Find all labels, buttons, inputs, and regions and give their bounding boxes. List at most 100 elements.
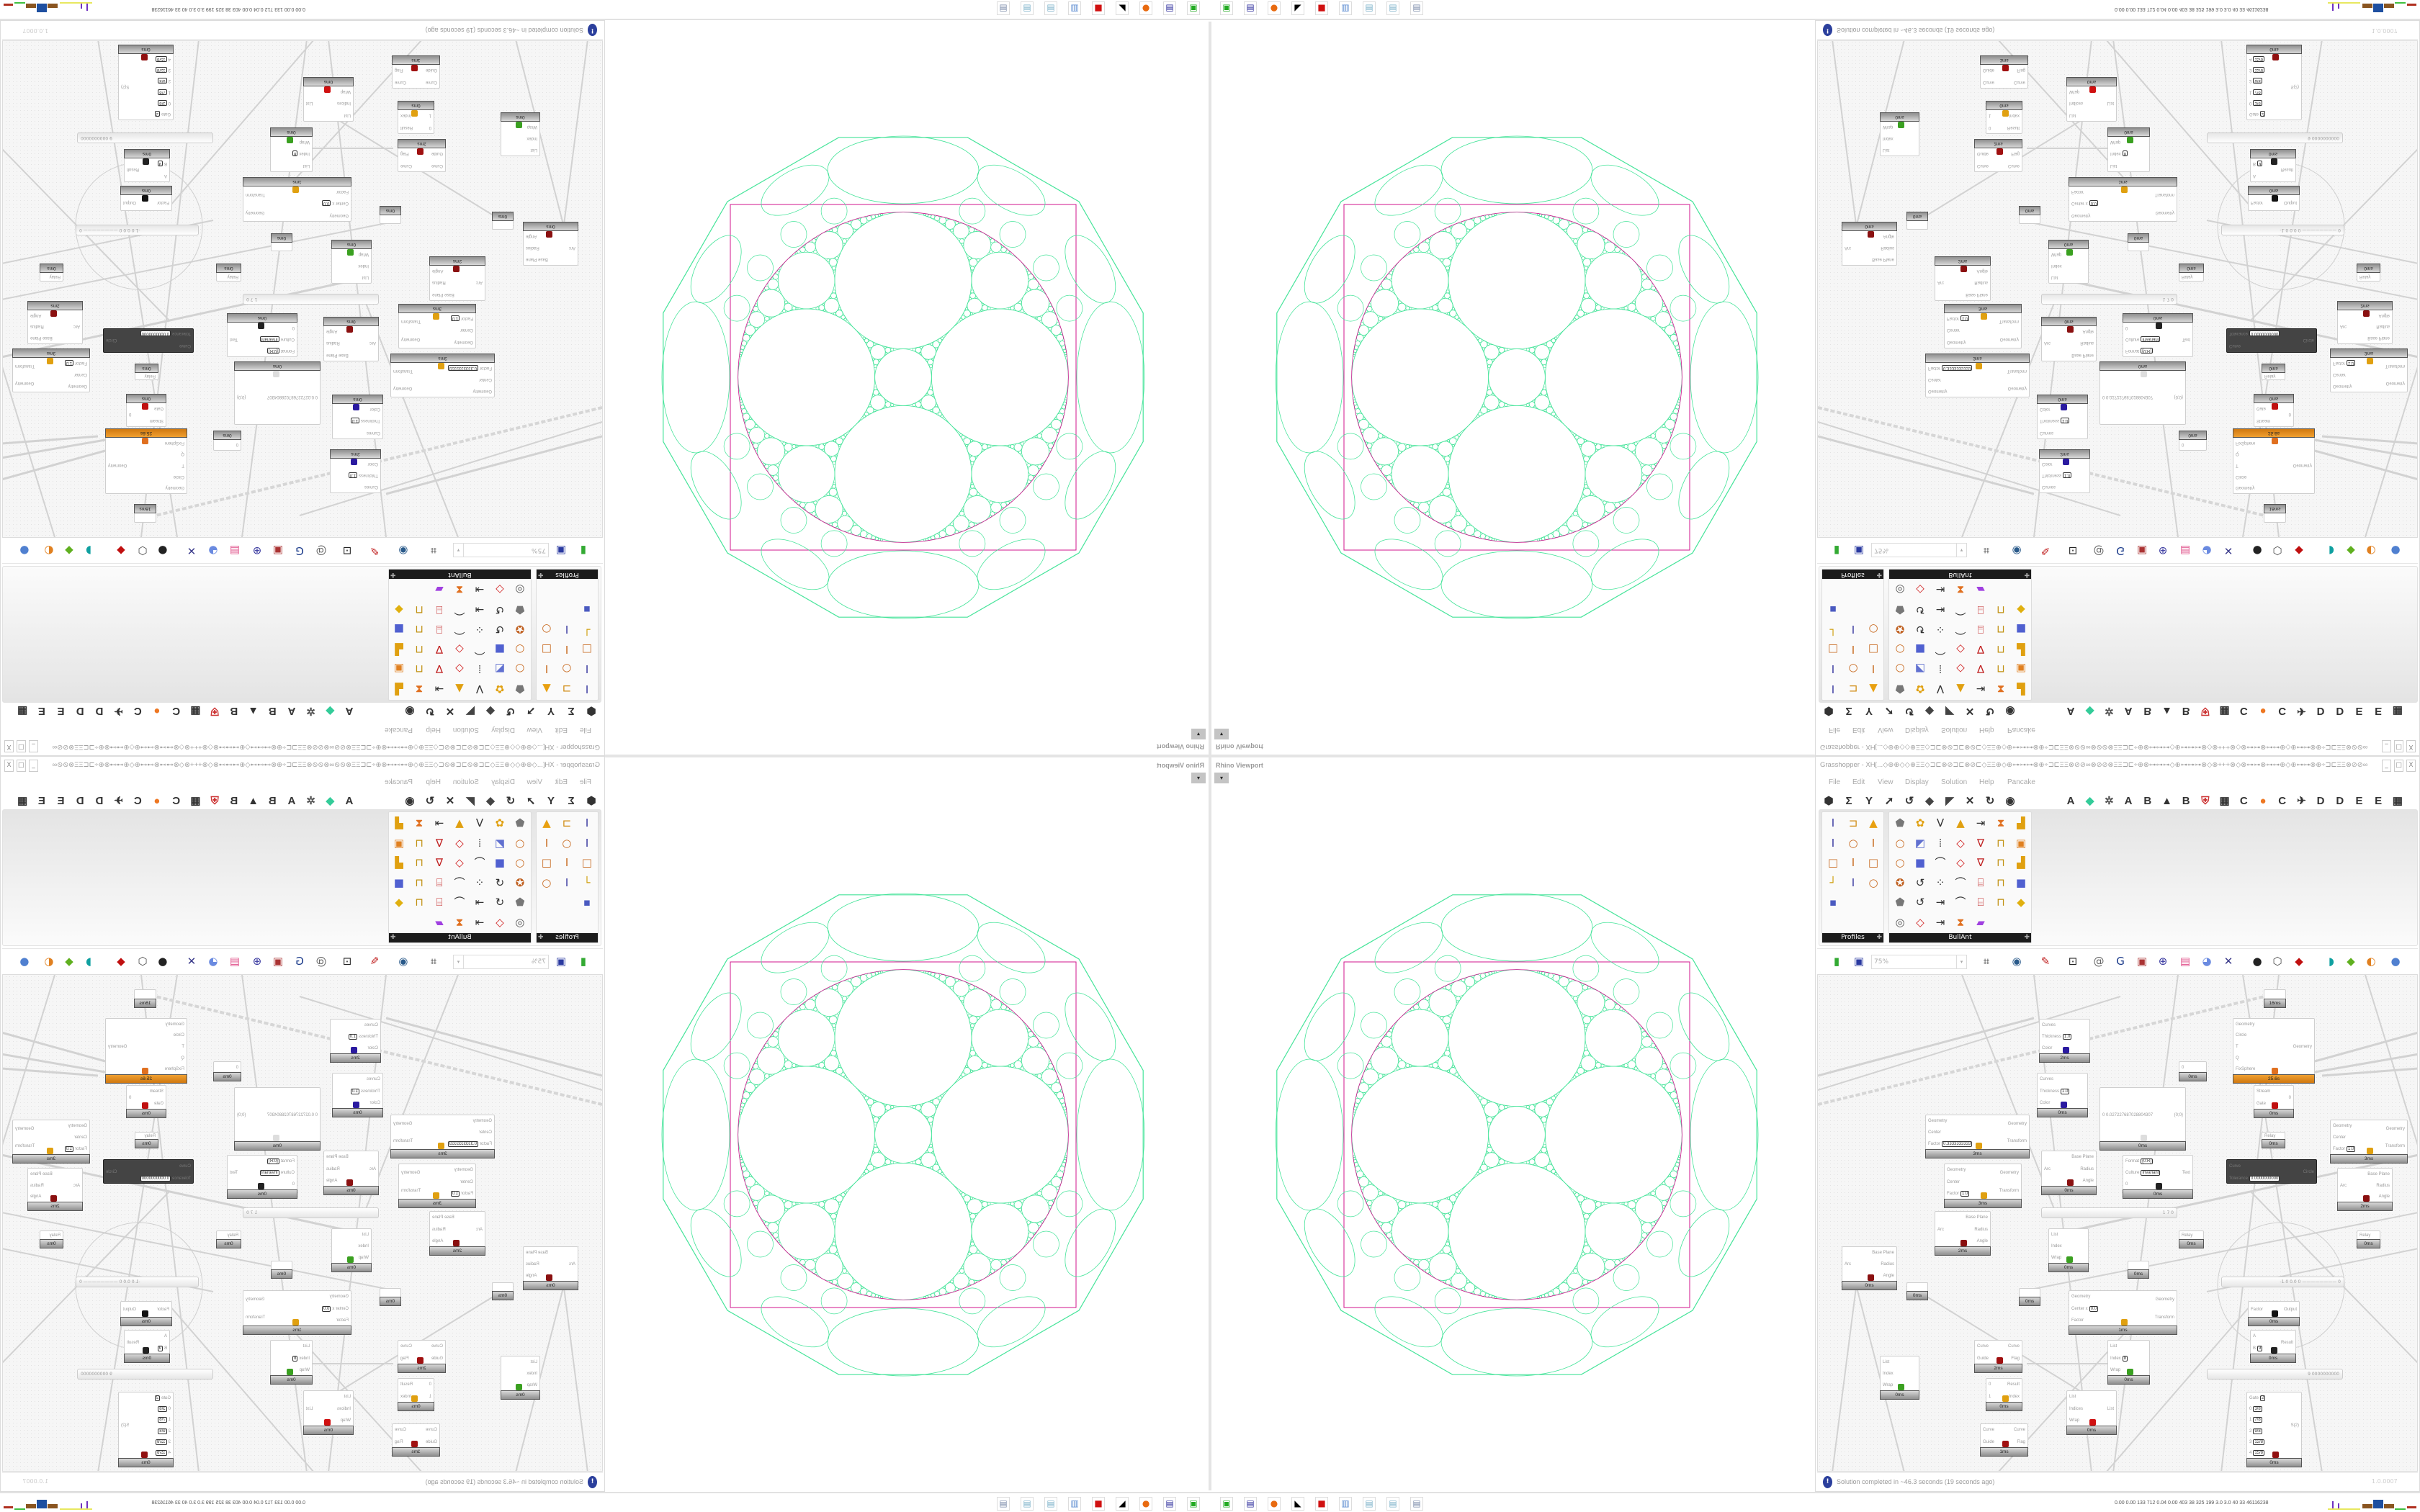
- output-param[interactable]: Transform: [393, 1139, 413, 1143]
- tab-a[interactable]: A: [2124, 705, 2133, 717]
- input-param[interactable]: List: [344, 1394, 351, 1400]
- output-param[interactable]: Transform: [2154, 1315, 2174, 1320]
- output-param[interactable]: Result: [2007, 1382, 2020, 1387]
- hex-icon[interactable]: ⬡: [138, 544, 148, 557]
- points-icon[interactable]: ▪: [1829, 896, 1837, 909]
- input-param[interactable]: Relay: [145, 1133, 156, 1139]
- sketch-icon[interactable]: ✎: [369, 544, 380, 557]
- gear-icon[interactable]: ✲: [306, 705, 315, 717]
- input-param[interactable]: Geometry: [68, 1123, 87, 1129]
- mesh-icon[interactable]: ◤: [466, 705, 475, 717]
- intersect-icon[interactable]: ✕: [445, 795, 455, 807]
- maths-icon[interactable]: Σ: [568, 795, 575, 807]
- lock-icon[interactable]: ⊓: [415, 643, 424, 656]
- output-param[interactable]: Curve: [395, 1428, 407, 1433]
- output-param[interactable]: 0: [129, 412, 132, 417]
- box-orange-icon[interactable]: ▣: [2015, 836, 2027, 850]
- input-param[interactable]: Gate: [154, 405, 163, 411]
- mountain-icon[interactable]: ▲: [248, 705, 259, 717]
- output-param[interactable]: Flag: [400, 151, 409, 156]
- ibeam-profile-icon[interactable]: I: [1831, 816, 1835, 829]
- output-param[interactable]: 0: [129, 1095, 132, 1100]
- gh-component[interactable]: 0 0.027227687028804307 {0;0} 0ms: [2099, 361, 2186, 425]
- lock-icon[interactable]: ⊓: [1996, 603, 2005, 616]
- input-param[interactable]: Arc: [2044, 1166, 2051, 1172]
- gh-component[interactable]: 0 0.027227687028804307 {0;0} 0ms: [2099, 1087, 2186, 1151]
- input-param[interactable]: Geometry: [2333, 1123, 2352, 1129]
- lock-icon[interactable]: ⊓: [415, 623, 424, 636]
- param-value[interactable]: 1.0: [348, 1034, 357, 1040]
- bulb-icon[interactable]: ◕: [208, 955, 218, 968]
- output-param[interactable]: Curve: [400, 163, 413, 168]
- flow-icon[interactable]: ⇥: [1976, 683, 1986, 696]
- lock-icon[interactable]: ⊓: [415, 662, 424, 676]
- output-param[interactable]: Radius: [2080, 1166, 2094, 1171]
- output-param[interactable]: Geometry: [401, 336, 421, 341]
- input-param[interactable]: Relay: [2182, 1233, 2192, 1238]
- input-param[interactable]: Curve: [426, 1427, 437, 1433]
- param-value[interactable]: 1.0: [350, 1088, 359, 1094]
- gh-component[interactable]: Arc Base Plane Radius Angle 0ms: [523, 222, 578, 266]
- input-param[interactable]: Index: [358, 1243, 369, 1249]
- tab-b[interactable]: B: [230, 705, 238, 717]
- expand-icon[interactable]: ✚: [538, 934, 544, 941]
- output-param[interactable]: Curve: [2013, 1428, 2025, 1433]
- inkscape-icon[interactable]: ◣: [1291, 1, 1304, 15]
- tab-b[interactable]: B: [268, 705, 277, 717]
- red-solid-icon[interactable]: ◆: [117, 544, 125, 557]
- input-param[interactable]: Q: [181, 1056, 184, 1061]
- vertex-icon[interactable]: V: [475, 683, 484, 696]
- plugin-icon[interactable]: ⊡: [342, 544, 352, 557]
- frame-icon[interactable]: ⌸: [1977, 896, 1984, 909]
- param-value[interactable]: 3/8: [2253, 1406, 2262, 1412]
- tab-d[interactable]: D: [76, 795, 84, 807]
- solid-icon[interactable]: ⬟: [1895, 683, 1905, 696]
- input-param[interactable]: 0: [429, 1382, 431, 1387]
- save64-icon[interactable]: ▤: [1163, 1497, 1176, 1511]
- input-param[interactable]: List: [531, 1359, 537, 1365]
- gh-component[interactable]: 16ms: [2264, 989, 2286, 1008]
- surface-icon[interactable]: ◆: [1925, 705, 1934, 717]
- flame-icon[interactable]: ▲: [542, 816, 551, 829]
- teal-shape-icon[interactable]: ◗: [2329, 955, 2334, 968]
- tab-e[interactable]: E: [2375, 795, 2383, 807]
- gh-component[interactable]: 0ms: [1906, 1282, 1928, 1300]
- gh-component[interactable]: 16ms: [134, 989, 156, 1008]
- input-param[interactable]: Curves: [2042, 484, 2056, 490]
- box-section-icon[interactable]: □: [581, 856, 593, 869]
- input-param[interactable]: Guide: [1983, 67, 1994, 73]
- number-slider[interactable]: -1.0 0.0 0 ———————— 0: [76, 1277, 199, 1287]
- sketch-icon[interactable]: ✎: [369, 955, 380, 968]
- menu-file[interactable]: File: [579, 778, 591, 786]
- mountain-icon[interactable]: ▲: [248, 795, 259, 807]
- input-param[interactable]: Arc: [369, 1166, 376, 1172]
- vector-icon[interactable]: ➚: [526, 795, 536, 807]
- number-slider[interactable]: -1.0 0.0 0 ———————— 0: [76, 225, 199, 235]
- output-param[interactable]: Radius: [1974, 1227, 1988, 1232]
- gem-icon[interactable]: ◆: [2085, 795, 2094, 807]
- close-button[interactable]: X: [2406, 760, 2416, 772]
- quad-icon[interactable]: ◇: [1916, 915, 1924, 929]
- input-param[interactable]: Color: [2040, 1100, 2050, 1106]
- input-param[interactable]: Center: [479, 377, 492, 382]
- output-param[interactable]: Base Plane: [2071, 1155, 2094, 1160]
- gh-component[interactable]: List Indices Wrap List 0ms: [2066, 1390, 2117, 1435]
- param-value[interactable]: 9: [2257, 161, 2263, 167]
- gh-component[interactable]: Factor Output 0ms: [2248, 1301, 2300, 1326]
- menu-edit[interactable]: Edit: [1852, 726, 1865, 734]
- input-param[interactable]: Arc: [2340, 1183, 2347, 1189]
- menu-solution[interactable]: Solution: [1941, 778, 1968, 786]
- input-param[interactable]: A: [2253, 173, 2256, 179]
- gh-component[interactable]: Geometry Circle T Q FixSphere Geometry 25.6s: [105, 1018, 187, 1084]
- gear-icon[interactable]: ✲: [306, 795, 315, 807]
- input-param[interactable]: List: [531, 147, 537, 153]
- input-param[interactable]: Wrap: [1883, 124, 1893, 130]
